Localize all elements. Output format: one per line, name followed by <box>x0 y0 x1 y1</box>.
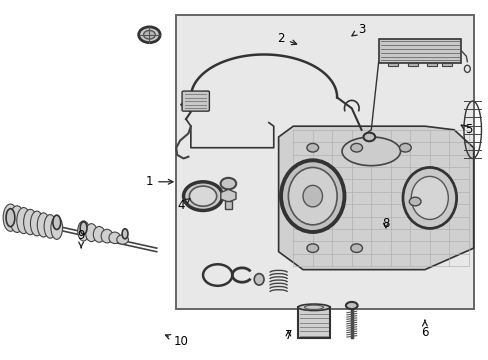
Ellipse shape <box>37 213 50 237</box>
Ellipse shape <box>44 215 56 238</box>
Text: 5: 5 <box>460 123 471 136</box>
Ellipse shape <box>109 232 121 244</box>
Ellipse shape <box>402 167 456 228</box>
Ellipse shape <box>17 208 31 234</box>
Bar <box>441 63 451 66</box>
Ellipse shape <box>23 209 37 235</box>
Ellipse shape <box>122 229 128 239</box>
Bar <box>407 63 417 66</box>
Ellipse shape <box>78 221 89 241</box>
Text: 10: 10 <box>165 335 188 348</box>
Text: 2: 2 <box>277 32 296 45</box>
Text: 1: 1 <box>145 175 173 188</box>
Ellipse shape <box>363 133 374 141</box>
Ellipse shape <box>341 137 400 166</box>
Ellipse shape <box>51 216 62 239</box>
Ellipse shape <box>254 274 264 285</box>
Bar <box>298 307 329 338</box>
Text: 6: 6 <box>420 320 428 339</box>
Ellipse shape <box>408 197 420 206</box>
Bar <box>224 201 232 209</box>
Ellipse shape <box>350 143 362 152</box>
Ellipse shape <box>350 244 362 252</box>
Ellipse shape <box>281 160 344 232</box>
Ellipse shape <box>306 244 318 252</box>
Bar <box>176 15 473 309</box>
FancyBboxPatch shape <box>182 91 209 111</box>
Ellipse shape <box>410 176 447 220</box>
Ellipse shape <box>303 185 322 207</box>
Ellipse shape <box>3 204 18 231</box>
Ellipse shape <box>306 143 318 152</box>
Text: 8: 8 <box>382 216 389 230</box>
Ellipse shape <box>139 27 160 42</box>
Ellipse shape <box>6 209 15 226</box>
Bar <box>427 63 436 66</box>
Text: 3: 3 <box>351 23 365 36</box>
Bar <box>387 63 397 66</box>
Text: 9: 9 <box>77 229 85 248</box>
Ellipse shape <box>93 226 105 242</box>
Ellipse shape <box>80 222 87 234</box>
Ellipse shape <box>101 229 113 243</box>
Ellipse shape <box>298 304 329 311</box>
Ellipse shape <box>288 167 336 225</box>
Text: 4: 4 <box>177 198 190 212</box>
Ellipse shape <box>183 182 222 211</box>
Ellipse shape <box>10 206 24 233</box>
Ellipse shape <box>143 31 155 39</box>
Ellipse shape <box>85 224 97 242</box>
Ellipse shape <box>117 235 128 244</box>
Ellipse shape <box>399 143 410 152</box>
Ellipse shape <box>30 211 43 236</box>
Polygon shape <box>278 126 473 270</box>
Ellipse shape <box>53 215 61 229</box>
Ellipse shape <box>189 186 216 206</box>
Ellipse shape <box>220 178 236 189</box>
Polygon shape <box>221 189 236 202</box>
Text: 7: 7 <box>284 329 291 342</box>
Ellipse shape <box>345 302 357 309</box>
Bar <box>378 39 461 63</box>
